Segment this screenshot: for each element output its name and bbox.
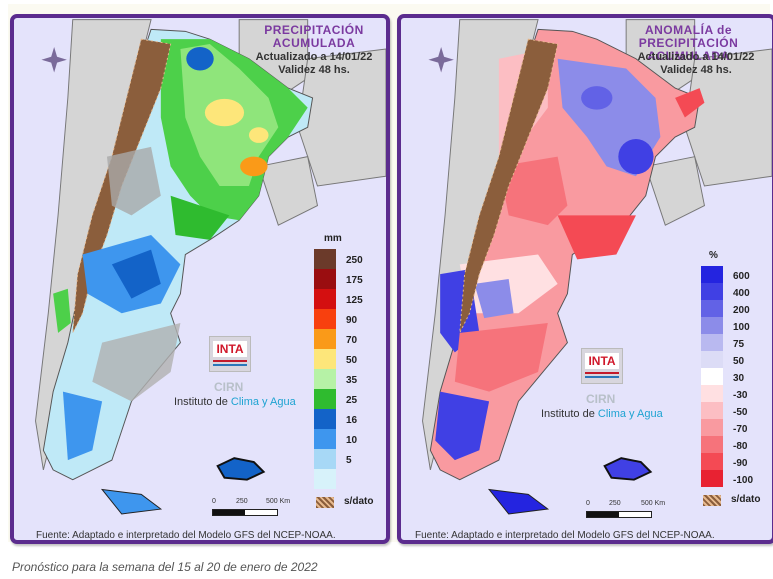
cirn-logo: CIRN xyxy=(214,380,244,394)
no-data-swatch xyxy=(703,495,721,506)
no-data-label: s/dato xyxy=(731,494,761,505)
no-data-swatch xyxy=(316,497,334,508)
institute-name: Instituto de Clima y Agua xyxy=(541,408,663,420)
scale-label-500: 500 Km xyxy=(266,498,291,505)
legend-label: 200 xyxy=(733,305,750,316)
legend-label: 50 xyxy=(346,355,358,366)
legend-label: 90 xyxy=(346,315,358,326)
legend-swatch xyxy=(314,349,336,369)
uruguay-land xyxy=(645,156,706,226)
legend-label: 250 xyxy=(346,255,363,266)
scale-label-500: 500 Km xyxy=(641,500,666,507)
legend-swatch xyxy=(701,334,723,351)
legend-label: 10 xyxy=(346,435,358,446)
compass-icon xyxy=(428,47,454,73)
legend-swatch xyxy=(701,283,723,300)
legend-label: -70 xyxy=(733,424,748,435)
legend-swatch xyxy=(314,309,336,329)
legend-label: 125 xyxy=(346,295,363,306)
legend-swatch xyxy=(314,469,336,489)
scale-label-250: 250 xyxy=(609,500,621,507)
legend-label: 100 xyxy=(733,322,750,333)
inta-logo: INTA xyxy=(209,336,251,372)
map-subtitle: Actualizado a 14/01/22 Validez 48 hs. xyxy=(637,51,755,76)
legend-label: 16 xyxy=(346,415,358,426)
legend-label: -80 xyxy=(733,441,748,452)
map-subtitle: Actualizado a 14/01/22 Validez 48 hs. xyxy=(255,51,373,76)
legend-label: 5 xyxy=(346,455,352,466)
legend-swatch xyxy=(701,266,723,283)
legend-swatch xyxy=(314,449,336,469)
legend-swatch xyxy=(701,436,723,453)
legend-swatch xyxy=(701,300,723,317)
legend-label: -50 xyxy=(733,407,748,418)
institute-name: Instituto de Clima y Agua xyxy=(174,396,296,408)
legend-swatch xyxy=(701,317,723,334)
legend-label: -90 xyxy=(733,458,748,469)
legend-swatch xyxy=(314,269,336,289)
legend-label: -100 xyxy=(733,475,754,486)
legend-swatch xyxy=(314,409,336,429)
figure-caption: Pronóstico para la semana del 15 al 20 d… xyxy=(12,560,318,574)
legend-swatch xyxy=(701,453,723,470)
legend-label: 50 xyxy=(733,356,745,367)
legend-swatch xyxy=(701,419,723,436)
legend-label: 30 xyxy=(733,373,745,384)
no-data-label: s/dato xyxy=(344,496,374,507)
legend-unit: % xyxy=(709,250,718,261)
legend-swatch xyxy=(314,369,336,389)
precipitation-map xyxy=(14,19,386,539)
legend-swatch xyxy=(314,289,336,309)
legend-swatch xyxy=(314,429,336,449)
cirn-logo: CIRN xyxy=(586,392,616,406)
legend-swatch xyxy=(314,249,336,269)
legend-swatch xyxy=(314,329,336,349)
legend-swatch xyxy=(701,368,723,385)
source-note: Fuente: Adaptado e interpretado del Mode… xyxy=(36,530,336,541)
legend-unit: mm xyxy=(324,233,342,244)
uruguay-land xyxy=(258,156,319,226)
precipitation-map-panel: PRECIPITACIÓN ACUMULADA Actualizado a 14… xyxy=(10,14,390,544)
scale-label-0: 0 xyxy=(586,500,590,507)
scale-bar xyxy=(212,509,278,516)
legend-swatch xyxy=(701,385,723,402)
legend-label: 70 xyxy=(346,335,358,346)
legend-label: 25 xyxy=(346,395,358,406)
legend-swatch xyxy=(701,470,723,487)
legend-label: 75 xyxy=(733,339,745,350)
scale-label-250: 250 xyxy=(236,498,248,505)
figure-container: PRECIPITACIÓN ACUMULADA Actualizado a 14… xyxy=(8,4,773,544)
source-note: Fuente: Adaptado e interpretado del Mode… xyxy=(415,530,715,541)
legend-label: -30 xyxy=(733,390,748,401)
legend-label: 600 xyxy=(733,271,750,282)
anomaly-map-panel: ANOMALÍA de PRECIPITACIÓN ACUMULADA Actu… xyxy=(397,14,773,544)
legend-label: 35 xyxy=(346,375,358,386)
scale-label-0: 0 xyxy=(212,498,216,505)
legend-label: 175 xyxy=(346,275,363,286)
scale-bar xyxy=(586,511,652,518)
legend-swatch xyxy=(701,402,723,419)
map-title: PRECIPITACIÓN ACUMULADA xyxy=(264,23,364,50)
inta-logo: INTA xyxy=(581,348,623,384)
legend-swatch xyxy=(701,351,723,368)
legend-label: 400 xyxy=(733,288,750,299)
map-title: ANOMALÍA de PRECIPITACIÓN ACUMULADA xyxy=(638,23,739,63)
legend-swatch xyxy=(314,389,336,409)
anomaly-map xyxy=(422,19,772,515)
compass-icon xyxy=(41,46,67,73)
